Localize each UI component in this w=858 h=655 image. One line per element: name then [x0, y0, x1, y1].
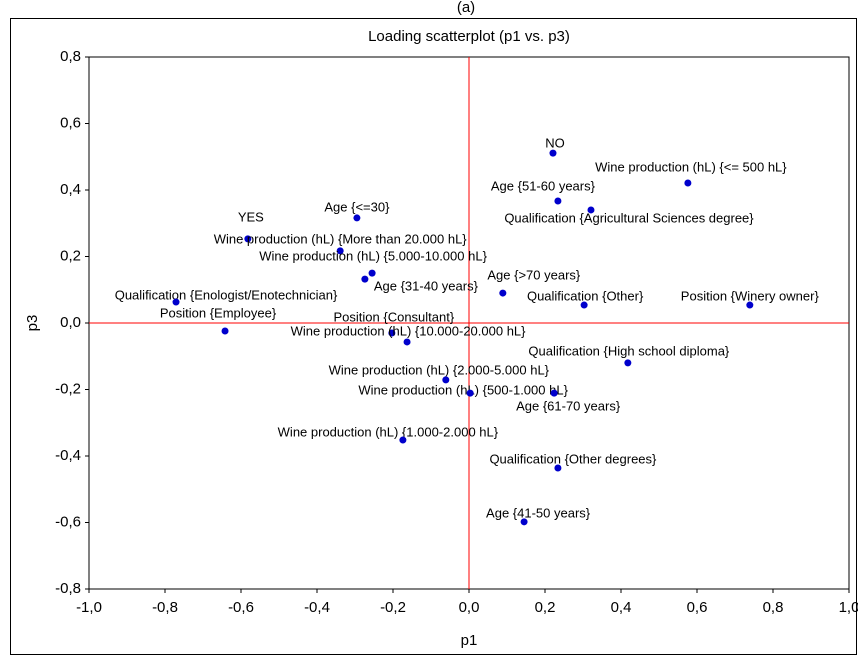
y-tick-label: -0,6	[55, 513, 81, 530]
x-tick-label: -0,4	[304, 599, 330, 616]
x-tick-label: 0,4	[611, 599, 632, 616]
panel-label: (a)	[457, 0, 475, 16]
point	[361, 275, 369, 283]
point	[554, 197, 562, 205]
point	[550, 389, 558, 397]
chart-title: Loading scatterplot (p1 vs. p3)	[368, 28, 570, 45]
point	[554, 464, 562, 472]
point-label: Qualification {Enologist/Enotechnician}	[115, 287, 338, 302]
x-axis-label: p1	[461, 632, 478, 649]
y-axis-label: p3	[24, 315, 41, 332]
point-label: Position {Employee}	[160, 305, 277, 320]
point	[580, 301, 588, 309]
point-label: Qualification {Agricultural Sciences deg…	[504, 210, 754, 225]
point-label: Wine production (hL) {<= 500 hL}	[595, 159, 787, 174]
point-label: Position {Winery owner}	[681, 288, 820, 303]
point	[336, 247, 344, 255]
point-label: Position {Consultant}	[334, 309, 455, 324]
point-label: Qualification {Other}	[527, 288, 644, 303]
point-label: Qualification {High school diploma}	[528, 343, 730, 358]
y-tick-label: -0,2	[55, 380, 81, 397]
point-label: Wine production (hL) {5.000-10.000 hL}	[259, 249, 487, 264]
point-label: Wine production (hL) {10.000-20.000 hL}	[291, 323, 527, 338]
point-label: Age {61-70 years}	[516, 399, 621, 414]
point	[221, 327, 229, 335]
point	[368, 269, 376, 277]
y-tick-label: 0,4	[60, 181, 81, 198]
y-tick-label: -0,4	[55, 447, 81, 464]
point	[746, 301, 754, 309]
point-label: YES	[238, 209, 264, 224]
point	[466, 389, 474, 397]
point	[403, 338, 411, 346]
y-tick-label: -0,8	[55, 580, 81, 597]
point	[442, 376, 450, 384]
point	[624, 359, 632, 367]
point	[244, 235, 252, 243]
point-label: Wine production (hL) {2.000-5.000 hL}	[329, 362, 550, 377]
y-tick-label: 0,8	[60, 48, 81, 65]
point-label: Age {<=30}	[324, 199, 390, 214]
point-label: Age {51-60 years}	[491, 178, 596, 193]
point	[684, 179, 692, 187]
point	[549, 149, 557, 157]
point	[399, 436, 407, 444]
point-label: Wine production (hL) {1.000-2.000 hL}	[278, 424, 499, 439]
x-tick-label: 0,2	[535, 599, 556, 616]
point-label: Wine production (hL) {More than 20.000 h…	[214, 231, 468, 246]
x-tick-label: 0,6	[687, 599, 708, 616]
point	[520, 518, 528, 526]
x-tick-label: -0,8	[152, 599, 178, 616]
x-tick-label: 0,8	[763, 599, 784, 616]
x-tick-label: 1,0	[839, 599, 858, 616]
x-tick-label: -1,0	[76, 599, 102, 616]
point-label: Age {31-40 years}	[374, 279, 479, 294]
point-label: Qualification {Other degrees}	[489, 451, 657, 466]
y-tick-label: 0,0	[60, 314, 81, 331]
x-tick-label: -0,2	[380, 599, 406, 616]
point	[388, 329, 396, 337]
x-tick-label: 0,0	[459, 599, 480, 616]
point-label: Age {41-50 years}	[486, 505, 591, 520]
y-tick-label: 0,6	[60, 114, 81, 131]
point	[499, 289, 507, 297]
point	[587, 206, 595, 214]
point-label: Age {>70 years}	[487, 268, 581, 283]
point	[353, 214, 361, 222]
y-tick-label: 0,2	[60, 247, 81, 264]
point-label: NO	[545, 136, 565, 151]
point-label: Wine production (hL) {500-1.000 hL}	[358, 383, 568, 398]
x-tick-label: -0,6	[228, 599, 254, 616]
point	[172, 298, 180, 306]
